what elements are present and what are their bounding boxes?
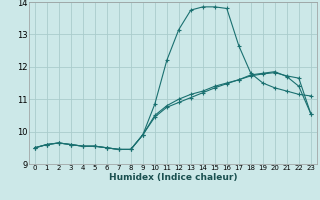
X-axis label: Humidex (Indice chaleur): Humidex (Indice chaleur): [108, 173, 237, 182]
